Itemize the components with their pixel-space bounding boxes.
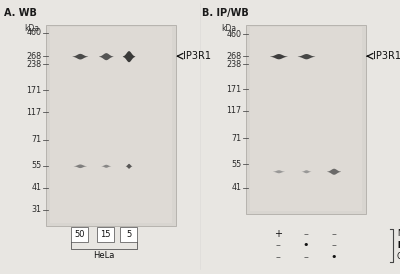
Text: HeLa: HeLa xyxy=(94,251,115,260)
Text: IP3R1: IP3R1 xyxy=(373,51,400,61)
Bar xyxy=(246,25,366,214)
Text: 238: 238 xyxy=(226,60,241,69)
Text: NBP1-21397: NBP1-21397 xyxy=(397,229,400,238)
Text: A. WB: A. WB xyxy=(4,8,37,18)
Text: 238: 238 xyxy=(26,60,41,69)
Text: 15: 15 xyxy=(100,230,111,239)
Text: B. IP/WB: B. IP/WB xyxy=(202,8,249,18)
Text: –: – xyxy=(331,240,336,250)
Text: 460: 460 xyxy=(26,28,41,37)
Text: 171: 171 xyxy=(26,86,41,95)
Text: NBP1-21398: NBP1-21398 xyxy=(397,241,400,250)
Text: 5: 5 xyxy=(126,230,131,239)
Text: –: – xyxy=(331,229,336,239)
Text: –: – xyxy=(276,240,281,250)
Text: kDa: kDa xyxy=(221,24,236,33)
Text: 268: 268 xyxy=(26,52,41,61)
Bar xyxy=(250,27,362,211)
Text: 55: 55 xyxy=(231,160,241,169)
Text: •: • xyxy=(303,240,309,250)
Text: IP3R1: IP3R1 xyxy=(182,51,210,61)
Text: 117: 117 xyxy=(226,107,241,115)
Text: Ctrl IgG: Ctrl IgG xyxy=(397,252,400,261)
Text: 117: 117 xyxy=(26,108,41,117)
Bar xyxy=(71,227,88,242)
Bar xyxy=(46,25,176,226)
Text: –: – xyxy=(276,252,281,262)
Text: 268: 268 xyxy=(226,52,241,61)
Text: –: – xyxy=(304,252,308,262)
Text: IP: IP xyxy=(397,241,400,250)
Text: 460: 460 xyxy=(226,30,241,39)
Bar xyxy=(97,227,114,242)
Bar xyxy=(120,227,137,242)
Text: 171: 171 xyxy=(226,85,241,93)
Text: 41: 41 xyxy=(231,183,241,192)
Text: +: + xyxy=(274,229,282,239)
Text: 41: 41 xyxy=(31,183,41,192)
Text: 71: 71 xyxy=(231,134,241,143)
Text: •: • xyxy=(330,252,337,262)
Text: 31: 31 xyxy=(31,205,41,214)
Text: kDa: kDa xyxy=(24,24,39,33)
Text: –: – xyxy=(304,229,308,239)
Text: 71: 71 xyxy=(31,135,41,144)
Text: 55: 55 xyxy=(31,161,41,170)
Bar xyxy=(50,27,172,223)
Text: 50: 50 xyxy=(74,230,85,239)
